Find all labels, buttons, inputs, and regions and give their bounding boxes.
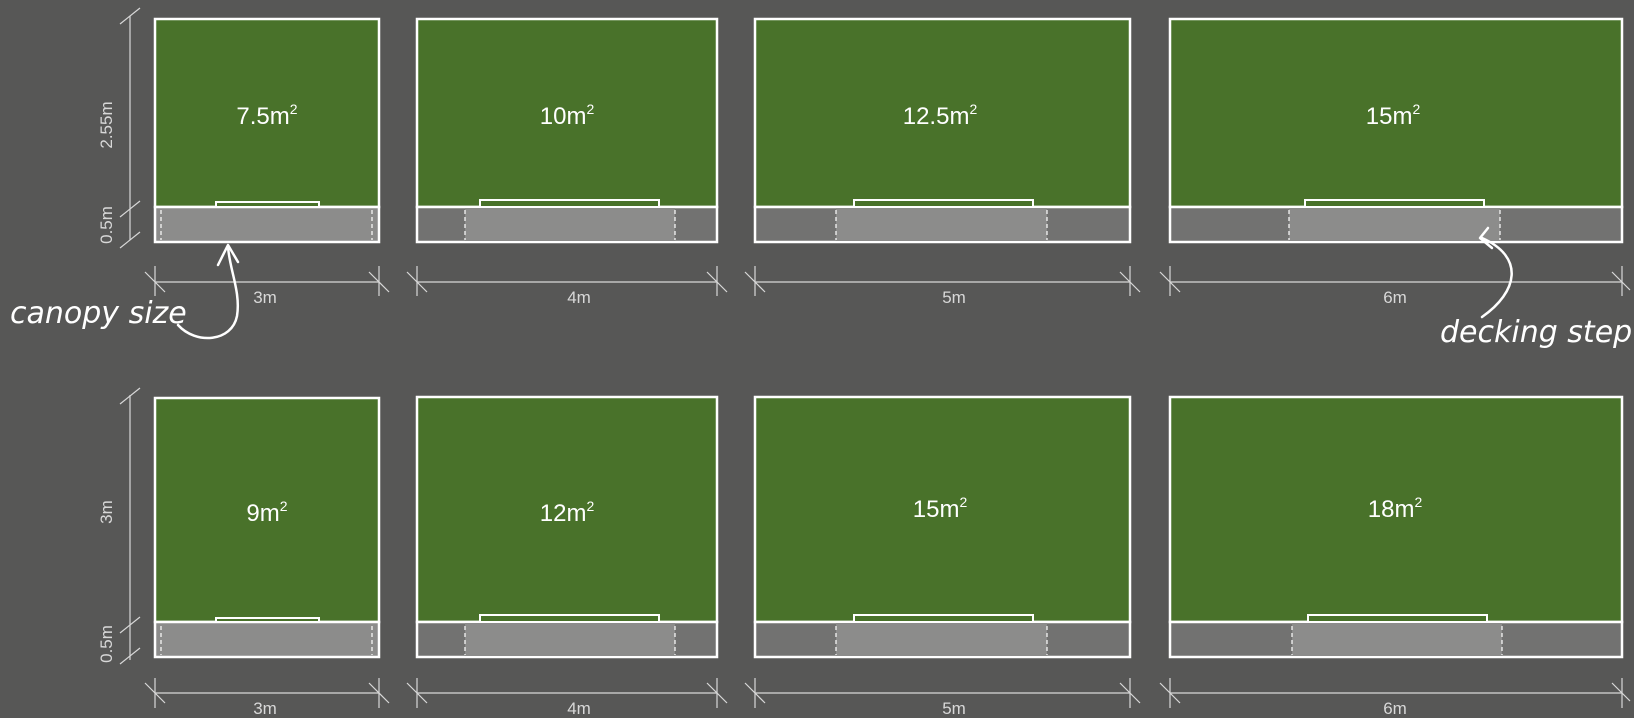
size-card-5m: 15m2 5m: [744, 395, 1141, 718]
width-dimension: [144, 678, 390, 708]
row-1-canopy-depth-label: 0.5m: [97, 206, 116, 244]
canopy-arrow: [176, 244, 240, 340]
row-1-depth-label: 2.55m: [97, 101, 116, 148]
size-card-3m: 7.5m2 3m: [144, 17, 390, 307]
area-label: 18m2: [1368, 494, 1423, 523]
area-label: 15m2: [1366, 101, 1421, 130]
width-label: 4m: [567, 288, 591, 307]
area-label: 15m2: [913, 494, 968, 523]
width-label: 6m: [1383, 288, 1407, 307]
width-dimension: [406, 678, 728, 708]
width-dimension: [1159, 266, 1631, 296]
decking-area: [153, 620, 381, 659]
row-1: 2.55m 0.5m 7.5m2 3m: [97, 7, 1631, 307]
row-2-depth-dimension: [119, 387, 141, 665]
lawn-area: [153, 396, 381, 624]
decking-step: [479, 614, 660, 623]
size-card-4m: 10m2 4m: [406, 17, 728, 307]
lawn-area: [415, 395, 719, 624]
width-dimension: [744, 678, 1141, 708]
decking-step: [215, 201, 320, 208]
row-1-depth-dimension: [119, 7, 141, 249]
canopy-area: [465, 623, 675, 656]
lawn-area: [415, 17, 719, 209]
lawn-area: [1168, 17, 1624, 209]
canopy-arrow-head: [216, 243, 240, 267]
width-dimension: [1159, 678, 1631, 708]
lawn-area: [753, 17, 1132, 209]
canopy-annotation: canopy size: [10, 243, 240, 340]
decking-annotation: decking step: [1440, 226, 1632, 350]
width-label: 5m: [942, 288, 966, 307]
size-card-6m: 18m2 6m: [1159, 395, 1631, 718]
width-label: 4m: [567, 699, 591, 718]
lawn-area: [1168, 395, 1624, 624]
area-label: 9m2: [246, 498, 287, 527]
canopy-area: [836, 208, 1047, 241]
decking-step: [853, 199, 1034, 208]
decking-step: [215, 617, 320, 623]
canopy-area: [1292, 623, 1502, 656]
decking-arrow-head: [1478, 226, 1494, 250]
decking-step: [1307, 614, 1488, 623]
size-card-6m: 15m2 6m: [1159, 17, 1631, 307]
row-2-canopy-depth-label: 0.5m: [97, 625, 116, 663]
decking-step: [479, 199, 660, 208]
width-dimension: [744, 266, 1141, 296]
width-label: 6m: [1383, 699, 1407, 718]
area-label: 12m2: [540, 498, 595, 527]
size-card-3m: 9m2 3m: [144, 396, 390, 718]
canopy-area: [836, 623, 1047, 656]
canopy-size-note: canopy size: [10, 296, 187, 331]
lawn-area: [153, 17, 381, 209]
size-card-4m: 12m2 4m: [406, 395, 728, 718]
canopy-area: [1289, 208, 1500, 241]
area-label: 12.5m2: [903, 101, 978, 130]
decking-step: [1304, 199, 1485, 208]
width-dimension: [406, 266, 728, 296]
row-2: 3m 0.5m 9m2 3m: [97, 387, 1631, 718]
lawn-area: [753, 395, 1132, 624]
area-label: 7.5m2: [236, 101, 297, 130]
row-2-depth-label: 3m: [97, 500, 116, 524]
width-dimension: [144, 266, 390, 296]
decking-area: [153, 205, 381, 244]
decking-arrow: [1480, 236, 1513, 319]
width-label: 5m: [942, 699, 966, 718]
width-label: 3m: [253, 699, 277, 718]
decking-step-note: decking step: [1440, 315, 1632, 350]
size-card-5m: 12.5m2 5m: [744, 17, 1141, 307]
canopy-area: [465, 208, 675, 241]
decking-step: [853, 614, 1034, 623]
area-label: 10m2: [540, 101, 595, 130]
width-label: 3m: [253, 288, 277, 307]
